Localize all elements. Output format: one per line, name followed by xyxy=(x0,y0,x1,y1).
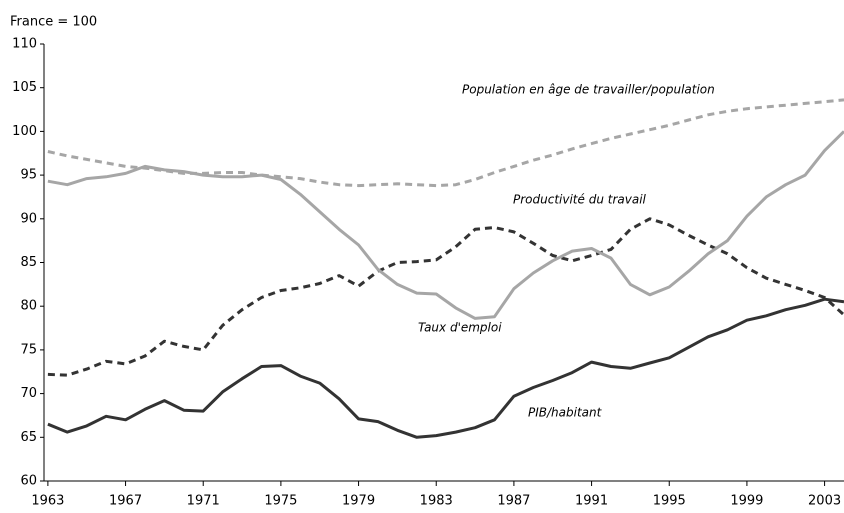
series-label: Productivité du travail xyxy=(513,193,647,207)
x-tick-label: 1979 xyxy=(342,494,375,509)
y-tick-label: 75 xyxy=(20,342,37,357)
y-tick-label: 80 xyxy=(20,299,37,314)
x-tick-label: 1987 xyxy=(497,494,530,509)
y-tick-label: 70 xyxy=(20,386,37,401)
series-label: PIB/habitant xyxy=(528,406,603,420)
y-tick-label: 95 xyxy=(20,168,37,183)
x-tick-label: 1983 xyxy=(420,494,453,509)
y-tick-label: 65 xyxy=(20,430,37,445)
y-tick-label: 100 xyxy=(12,124,37,139)
y-tick-label: 110 xyxy=(12,37,37,52)
x-tick-label: 1995 xyxy=(653,494,686,509)
series-label: Population en âge de travailler/populati… xyxy=(462,83,715,97)
series-line xyxy=(47,98,844,188)
x-tick-label: 1991 xyxy=(575,494,608,509)
x-tick-label: 1975 xyxy=(264,494,297,509)
x-tick-label: 1963 xyxy=(31,494,64,509)
y-tick-label: 60 xyxy=(20,474,37,489)
series-line xyxy=(47,130,844,320)
x-tick-label: 2003 xyxy=(808,494,841,509)
x-tick-label: 1967 xyxy=(109,494,142,509)
y-tick-label: 90 xyxy=(20,211,37,226)
y-tick-label: 105 xyxy=(12,80,37,95)
y-tick-label: 85 xyxy=(20,255,37,270)
x-tick-label: 1971 xyxy=(187,494,220,509)
series-label: Taux d'emploi xyxy=(418,321,502,335)
y-axis-label: France = 100 xyxy=(10,15,97,30)
series-line xyxy=(47,217,844,377)
x-tick-label: 1999 xyxy=(730,494,763,509)
series-line xyxy=(47,297,844,439)
